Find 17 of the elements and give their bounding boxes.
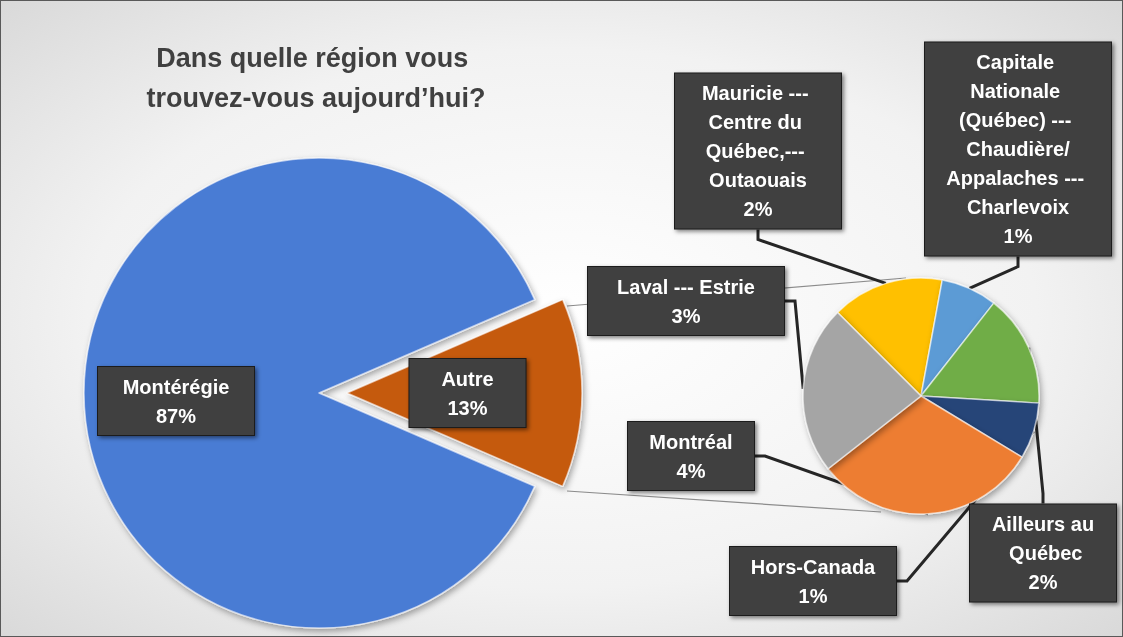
slice-label: Autre <box>441 367 494 390</box>
data-label: 4% <box>676 459 706 482</box>
slice-label: Mauricie --- Centre du Québec,--- Outaouais <box>701 82 815 191</box>
slice-label: Ailleurs au Québec <box>991 513 1095 564</box>
data-label: 2% <box>1028 571 1058 593</box>
slice-label: Laval --- Estrie <box>617 275 755 298</box>
slice-label: Capitale Nationale (Québec) --- Chaudière/Appalaches --- Charlevoix <box>946 51 1090 218</box>
data-label: 87% <box>155 404 197 427</box>
slice-label: Hors-Canada <box>750 555 877 578</box>
data-label: 1% <box>1003 225 1033 247</box>
data-label: 13% <box>447 396 488 419</box>
data-label: 1% <box>798 584 828 607</box>
slice-label: Montréal <box>649 430 733 453</box>
data-label: 3% <box>671 304 701 327</box>
chart-title: Dans quelle région vous trouvez-vous aujourd’hui? <box>146 43 486 113</box>
data-label: 2% <box>743 198 773 220</box>
slice-label: Montérégie <box>122 375 230 398</box>
